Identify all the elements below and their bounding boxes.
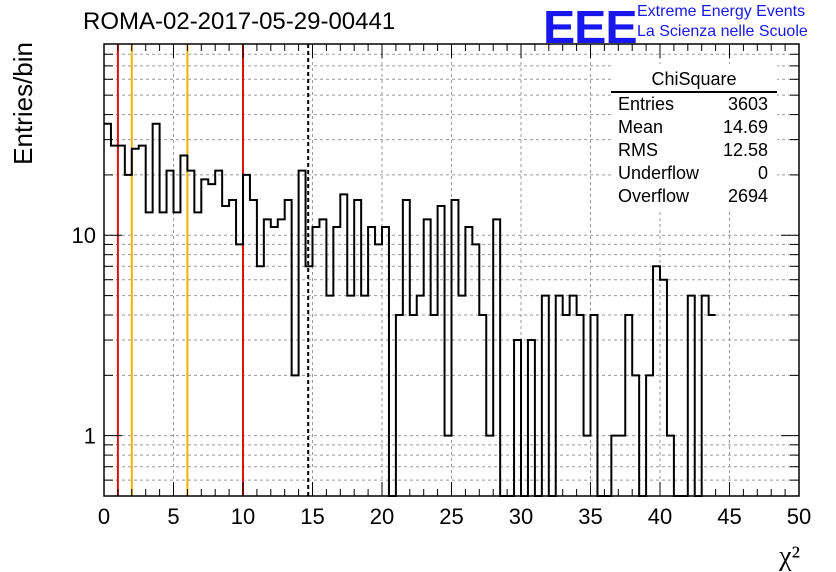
histogram-bin xyxy=(528,340,535,496)
run-title: ROMA-02-2017-05-29-00441 xyxy=(83,8,396,35)
histogram-bin xyxy=(340,194,347,496)
histogram-bin xyxy=(465,227,472,496)
x-tick-label: 15 xyxy=(300,504,324,529)
histogram-bin xyxy=(424,219,431,496)
histogram-bin xyxy=(382,227,389,496)
x-tick-label: 40 xyxy=(648,504,672,529)
x-tick-label: 10 xyxy=(231,504,255,529)
histogram-bin xyxy=(264,219,271,496)
logo-subtitle-2: La Scienza nelle Scuole xyxy=(637,23,808,40)
histogram-bin xyxy=(431,315,438,496)
x-tick-label: 20 xyxy=(370,504,394,529)
histogram-bin xyxy=(702,296,709,496)
histogram-bin xyxy=(153,124,160,496)
histogram-bin xyxy=(139,146,146,496)
histogram-bin xyxy=(132,149,139,496)
histogram-bin xyxy=(271,227,278,496)
histogram-bin xyxy=(222,206,229,496)
histogram-bin xyxy=(236,244,243,496)
histogram-bin xyxy=(111,146,118,496)
stats-value: 3603 xyxy=(728,94,768,114)
histogram-bin xyxy=(563,315,570,496)
histogram-bin xyxy=(688,296,695,496)
histogram-bin xyxy=(570,296,577,496)
histogram-bin xyxy=(375,244,382,496)
histogram-bin xyxy=(167,171,174,496)
stats-label: Entries xyxy=(618,94,674,114)
x-tick-label: 50 xyxy=(787,504,811,529)
histogram-bin xyxy=(215,171,222,496)
grid-layer xyxy=(104,44,799,496)
stats-label: Mean xyxy=(618,117,663,137)
stats-title: ChiSquare xyxy=(651,69,736,89)
stats-value: 12.58 xyxy=(723,140,768,160)
y-tick-label: 1 xyxy=(84,424,96,449)
histogram-bin xyxy=(410,315,417,496)
x-tick-label: 35 xyxy=(578,504,602,529)
histogram-bin xyxy=(556,296,563,496)
histogram-bin xyxy=(278,219,285,496)
stats-label: Underflow xyxy=(618,163,700,183)
histogram-bin xyxy=(625,315,632,496)
stats-box: ChiSquare Entries 3603 Mean 14.69 RMS 12.58 Und… xyxy=(611,64,777,212)
logo-subtitle-1: Extreme Energy Events xyxy=(637,3,806,20)
stats-value: 2694 xyxy=(728,186,768,206)
histogram-bin xyxy=(438,206,445,496)
x-tick-label: 0 xyxy=(98,504,110,529)
histogram-bin xyxy=(347,296,354,496)
histogram-bin xyxy=(257,266,264,496)
histogram-bin xyxy=(493,219,500,496)
histogram-bin xyxy=(660,280,667,496)
histogram-bin xyxy=(458,296,465,496)
histogram-bin xyxy=(591,315,598,496)
histogram-bin xyxy=(542,296,549,496)
histogram-bin xyxy=(709,315,716,496)
histogram-bin xyxy=(361,296,368,496)
histogram-bin xyxy=(396,315,403,496)
y-axis-label: Entries/bin xyxy=(8,42,38,165)
histogram-bin xyxy=(187,171,194,496)
stats-label: Overflow xyxy=(618,186,690,206)
x-tick-label: 5 xyxy=(167,504,179,529)
stats-value: 14.69 xyxy=(723,117,768,137)
reference-lines-layer xyxy=(116,44,310,496)
histogram-bin xyxy=(313,227,320,496)
histogram-bin xyxy=(472,244,479,496)
histogram-bin xyxy=(514,340,521,496)
histogram-bin xyxy=(368,227,375,496)
axis-layer: 0 5 10 15 20 25 30 35 40 45 50 1 10 Entries/bin χ² xyxy=(8,42,811,572)
histogram-bin xyxy=(417,296,424,496)
histogram-bin xyxy=(201,179,208,496)
stats-value: 0 xyxy=(758,163,768,183)
stats-label: RMS xyxy=(618,140,658,160)
histogram-bin xyxy=(125,175,132,496)
x-tick-label: 25 xyxy=(439,504,463,529)
histogram-bin xyxy=(104,124,111,496)
histogram-bin xyxy=(299,171,306,496)
histogram-bin xyxy=(319,219,326,496)
histogram-bin xyxy=(243,175,250,496)
x-tick-label: 30 xyxy=(509,504,533,529)
histogram-bin xyxy=(118,146,125,496)
y-tick-label: 10 xyxy=(72,223,96,248)
histogram-bin xyxy=(479,315,486,496)
histogram-bin xyxy=(577,315,584,496)
histogram-bin xyxy=(333,227,340,496)
x-tick-label: 45 xyxy=(717,504,741,529)
x-axis-label: χ² xyxy=(778,541,800,572)
histogram-bin xyxy=(653,266,660,496)
stats-box-bg xyxy=(611,64,777,212)
histogram-bin xyxy=(326,296,333,496)
